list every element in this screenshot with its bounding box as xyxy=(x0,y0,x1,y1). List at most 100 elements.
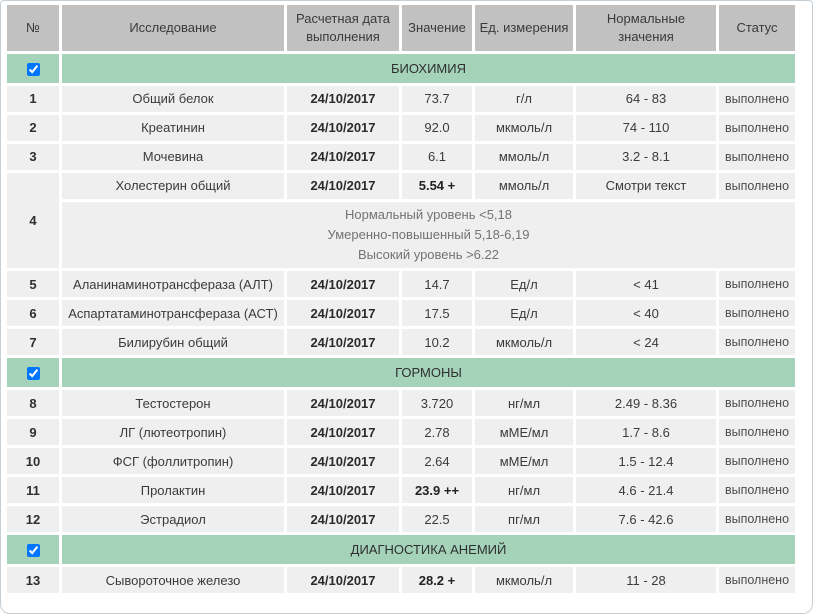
normal-range-cell: 7.6 - 42.6 xyxy=(576,506,716,533)
normal-range-cell: 74 - 110 xyxy=(576,115,716,141)
value-cell: 22.5 xyxy=(402,506,472,533)
section-checkbox[interactable] xyxy=(26,367,40,381)
date-cell: 24/10/2017 xyxy=(287,419,399,446)
unit-cell: мкмоль/л xyxy=(475,115,573,141)
normal-range-cell: < 41 xyxy=(576,271,716,298)
table-row: 5 Аланинаминотрансфераза (АЛТ) 24/10/2017 1… xyxy=(7,271,795,298)
status-cell: выполнено xyxy=(719,477,795,504)
test-name-cell: Холестерин общий xyxy=(62,173,284,199)
table-row: 4 Холестерин общий 24/10/2017 5.54 + ммоль/л… xyxy=(7,173,795,269)
date-cell: 24/10/2017 xyxy=(287,144,399,170)
table-row: 6 Аспартатаминотрансфераза (АСТ) 24/10/201… xyxy=(7,300,795,327)
status-cell: выполнено xyxy=(719,173,795,199)
value-cell: 28.2 + xyxy=(402,567,472,594)
col-header-test: Исследование xyxy=(62,5,284,51)
date-cell: 24/10/2017 xyxy=(287,271,399,298)
unit-cell: мМЕ/мл xyxy=(475,448,573,475)
value-cell: 3.720 xyxy=(402,390,472,417)
header-row: № Исследование Расчетная дата выполнения… xyxy=(7,5,795,51)
date-cell: 24/10/2017 xyxy=(287,173,399,199)
table-row: 10 ФСГ (фоллитропин) 24/10/2017 2.64 мМЕ/мл 1… xyxy=(7,448,795,475)
date-cell: 24/10/2017 xyxy=(287,86,399,112)
value-cell: 2.78 xyxy=(402,419,472,446)
status-cell: выполнено xyxy=(719,567,795,594)
date-cell: 24/10/2017 xyxy=(287,567,399,594)
unit-cell: г/л xyxy=(475,86,573,112)
status-cell: выполнено xyxy=(719,329,795,356)
row-number-cell: 4 xyxy=(7,173,59,269)
status-cell: выполнено xyxy=(719,271,795,298)
row-number-cell: 11 xyxy=(7,477,59,504)
section-title: ДИАГНОСТИКА АНЕМИЙ xyxy=(62,535,795,565)
unit-cell: нг/мл xyxy=(475,390,573,417)
test-name-cell: Пролактин xyxy=(62,477,284,504)
unit-cell: мМЕ/мл xyxy=(475,419,573,446)
row-number-cell: 1 xyxy=(7,86,59,112)
section-checkbox-cell xyxy=(7,358,59,388)
value-cell: 14.7 xyxy=(402,271,472,298)
status-cell: выполнено xyxy=(719,144,795,170)
table-row: 13 Сывороточное железо 24/10/2017 28.2 + мкм… xyxy=(7,567,795,594)
date-cell: 24/10/2017 xyxy=(287,300,399,327)
row-number-cell: 5 xyxy=(7,271,59,298)
test-name-cell: Билирубин общий xyxy=(62,329,284,356)
status-cell: выполнено xyxy=(719,300,795,327)
test-name-cell: Аспартатаминотрансфераза (АСТ) xyxy=(62,300,284,327)
value-cell: 5.54 + xyxy=(402,173,472,199)
normal-range-cell: 1.7 - 8.6 xyxy=(576,419,716,446)
value-cell: 73.7 xyxy=(402,86,472,112)
col-header-date: Расчетная дата выполнения xyxy=(287,5,399,51)
table-row: 7 Билирубин общий 24/10/2017 10.2 мкмоль/л < … xyxy=(7,329,795,356)
normal-range-cell: Смотри текст xyxy=(576,173,716,199)
normal-range-cell: < 40 xyxy=(576,300,716,327)
test-name-cell: Общий белок xyxy=(62,86,284,112)
row-number-cell: 2 xyxy=(7,115,59,141)
col-header-unit: Ед. измерения xyxy=(475,5,573,51)
row-number-cell: 12 xyxy=(7,506,59,533)
date-cell: 24/10/2017 xyxy=(287,390,399,417)
value-cell: 17.5 xyxy=(402,300,472,327)
value-cell: 6.1 xyxy=(402,144,472,170)
value-cell: 92.0 xyxy=(402,115,472,141)
table-row: 9 ЛГ (лютеотропин) 24/10/2017 2.78 мМЕ/мл 1.7… xyxy=(7,419,795,446)
unit-cell: мкмоль/л xyxy=(475,567,573,594)
unit-cell: Ед/л xyxy=(475,300,573,327)
section-row: ГОРМОНЫ xyxy=(7,358,795,388)
date-cell: 24/10/2017 xyxy=(287,477,399,504)
lab-results-table: № Исследование Расчетная дата выполнения… xyxy=(4,2,798,596)
unit-cell: ммоль/л xyxy=(475,173,573,199)
col-header-status: Статус xyxy=(719,5,795,51)
col-header-normal: Нормальные значения xyxy=(576,5,716,51)
normal-range-cell: 11 - 28 xyxy=(576,567,716,594)
test-name-cell: Аланинаминотрансфераза (АЛТ) xyxy=(62,271,284,298)
date-cell: 24/10/2017 xyxy=(287,329,399,356)
unit-cell: мкмоль/л xyxy=(475,329,573,356)
section-row: БИОХИМИЯ xyxy=(7,54,795,83)
table-row: 3 Мочевина 24/10/2017 6.1 ммоль/л 3.2 - 8.1 вы… xyxy=(7,144,795,170)
test-name-cell: Мочевина xyxy=(62,144,284,170)
date-cell: 24/10/2017 xyxy=(287,115,399,141)
status-cell: выполнено xyxy=(719,506,795,533)
test-name-cell: ЛГ (лютеотропин) xyxy=(62,419,284,446)
section-checkbox[interactable] xyxy=(26,62,40,76)
unit-cell: пг/мл xyxy=(475,506,573,533)
col-header-number: № xyxy=(7,5,59,51)
table-row: 12 Эстрадиол 24/10/2017 22.5 пг/мл 7.6 - 42.6… xyxy=(7,506,795,533)
table-row: 11 Пролактин 24/10/2017 23.9 ++ нг/мл 4.6 - 2… xyxy=(7,477,795,504)
row-number-cell: 6 xyxy=(7,300,59,327)
table-body: БИОХИМИЯ 1 Общий белок 24/10/2017 73.7 г/л 64 … xyxy=(7,54,795,594)
section-checkbox[interactable] xyxy=(26,544,40,558)
date-cell: 24/10/2017 xyxy=(287,506,399,533)
section-title: ГОРМОНЫ xyxy=(62,358,795,388)
test-name-cell: ФСГ (фоллитропин) xyxy=(62,448,284,475)
test-name-cell: Сывороточное железо xyxy=(62,567,284,594)
normal-range-cell: 2.49 - 8.36 xyxy=(576,390,716,417)
test-name-cell: Креатинин xyxy=(62,115,284,141)
row-number-cell: 13 xyxy=(7,567,59,594)
row-number-cell: 7 xyxy=(7,329,59,356)
value-cell: 23.9 ++ xyxy=(402,477,472,504)
note-cell: Нормальный уровень <5,18 Умеренно-повышен… xyxy=(62,202,795,269)
table-row: 8 Тестостерон 24/10/2017 3.720 нг/мл 2.49 - 8… xyxy=(7,390,795,417)
status-cell: выполнено xyxy=(719,419,795,446)
